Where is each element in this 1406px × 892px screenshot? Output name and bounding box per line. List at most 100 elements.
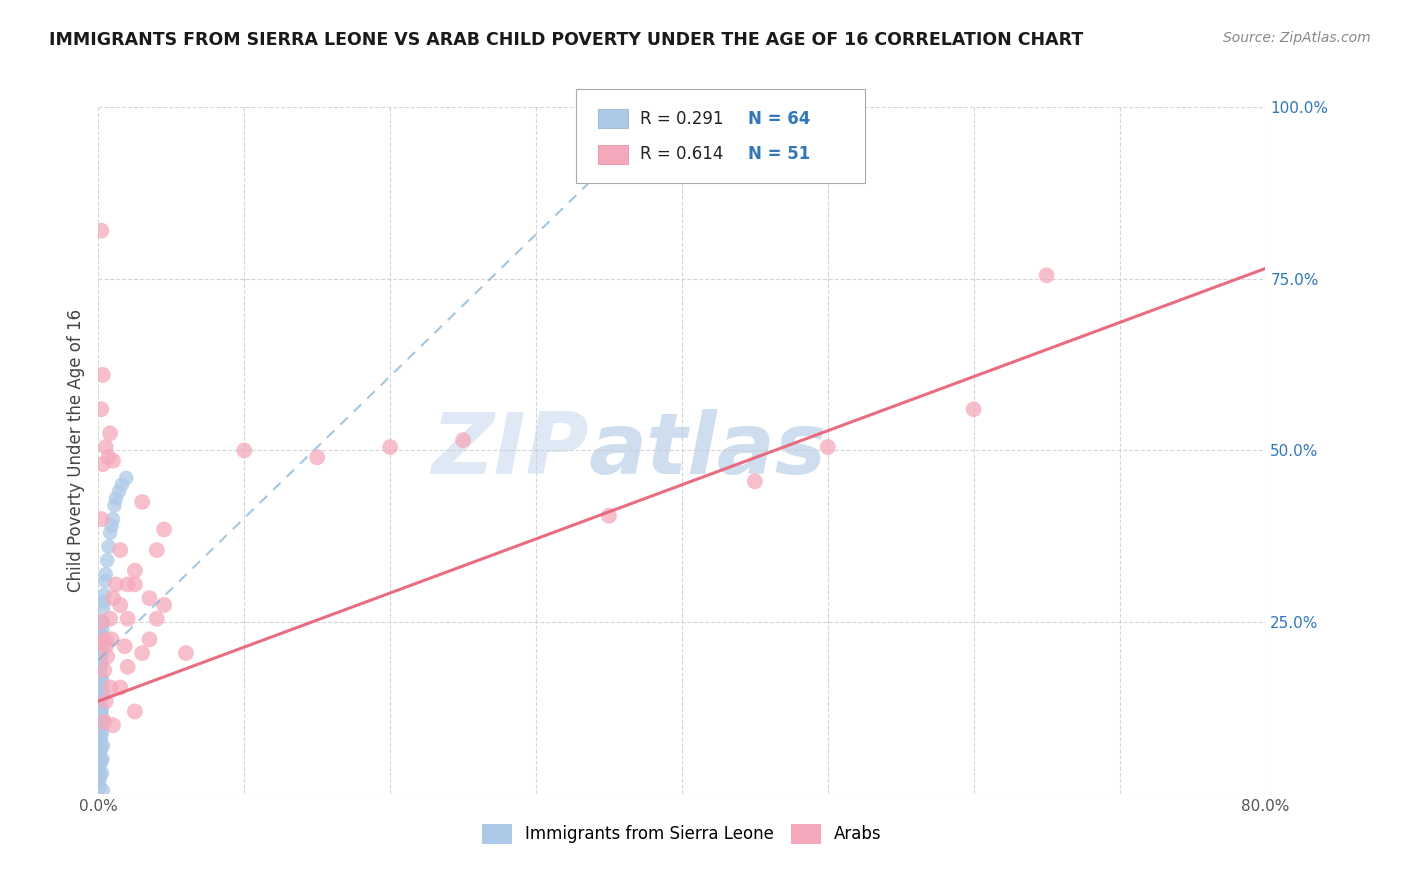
Point — [94, 440, 117, 454]
Point — [174, 646, 197, 660]
Point — [90, 690, 112, 705]
Point — [90, 657, 112, 671]
Point — [117, 577, 139, 591]
Point — [90, 512, 112, 526]
Point — [90, 718, 112, 732]
Point — [90, 739, 112, 753]
Point — [90, 657, 112, 671]
Point — [117, 660, 139, 674]
Text: Source: ZipAtlas.com: Source: ZipAtlas.com — [1223, 31, 1371, 45]
Point — [94, 567, 117, 582]
Point — [100, 519, 122, 533]
Point — [115, 471, 138, 485]
Point — [90, 705, 112, 719]
Point — [97, 540, 120, 554]
Point — [100, 632, 122, 647]
Text: R = 0.291: R = 0.291 — [640, 110, 723, 128]
Point — [91, 601, 114, 615]
Point — [91, 622, 114, 636]
Point — [91, 615, 114, 630]
Point — [744, 475, 766, 489]
Point — [138, 591, 160, 606]
Point — [104, 577, 127, 591]
Point — [91, 629, 114, 643]
Point — [91, 725, 114, 739]
Point — [91, 615, 114, 630]
Legend: Immigrants from Sierra Leone, Arabs: Immigrants from Sierra Leone, Arabs — [475, 817, 889, 851]
Point — [90, 731, 112, 746]
Text: atlas: atlas — [589, 409, 827, 492]
Point — [94, 694, 117, 708]
Point — [91, 368, 114, 382]
Point — [233, 443, 256, 458]
Point — [90, 642, 112, 657]
Point — [114, 639, 136, 653]
Point — [90, 753, 112, 767]
Point — [110, 543, 132, 558]
Point — [138, 632, 160, 647]
Point — [90, 718, 112, 732]
Point — [108, 484, 131, 499]
Point — [307, 450, 329, 465]
Point — [1035, 268, 1057, 283]
Point — [89, 766, 111, 780]
Point — [89, 756, 111, 770]
Point — [94, 574, 117, 588]
Point — [90, 402, 112, 417]
Point — [91, 629, 114, 643]
Point — [90, 729, 112, 743]
Point — [598, 508, 620, 523]
Text: ZIP: ZIP — [430, 409, 589, 492]
Point — [89, 636, 111, 650]
Point — [124, 705, 146, 719]
Point — [89, 731, 111, 746]
Point — [103, 499, 125, 513]
Point — [94, 632, 117, 647]
Point — [89, 780, 111, 794]
Point — [90, 705, 112, 719]
Y-axis label: Child Poverty Under the Age of 16: Child Poverty Under the Age of 16 — [66, 309, 84, 592]
Point — [101, 454, 124, 468]
Point — [91, 673, 114, 688]
Point — [97, 450, 120, 465]
Point — [91, 683, 114, 698]
Point — [96, 553, 118, 567]
Point — [101, 591, 124, 606]
Point — [94, 639, 117, 653]
Point — [90, 636, 112, 650]
Point — [146, 543, 169, 558]
Point — [124, 577, 146, 591]
Point — [451, 433, 474, 447]
Point — [89, 698, 111, 712]
Text: R = 0.614: R = 0.614 — [640, 145, 723, 163]
Point — [380, 440, 402, 454]
Point — [89, 670, 111, 684]
Point — [96, 649, 118, 664]
Point — [89, 711, 111, 725]
Point — [131, 495, 153, 509]
Point — [90, 701, 112, 715]
Point — [89, 725, 111, 739]
Text: IMMIGRANTS FROM SIERRA LEONE VS ARAB CHILD POVERTY UNDER THE AGE OF 16 CORRELATI: IMMIGRANTS FROM SIERRA LEONE VS ARAB CHI… — [49, 31, 1084, 49]
Point — [89, 677, 111, 691]
Point — [98, 525, 121, 540]
Point — [101, 718, 124, 732]
Point — [817, 440, 839, 454]
Point — [91, 783, 114, 797]
Point — [93, 714, 115, 729]
Point — [98, 681, 121, 695]
Point — [90, 224, 112, 238]
Point — [91, 739, 114, 753]
Point — [89, 770, 111, 784]
Point — [101, 512, 124, 526]
Point — [90, 742, 112, 756]
Point — [153, 523, 176, 537]
Point — [146, 612, 169, 626]
Point — [93, 588, 115, 602]
Point — [131, 646, 153, 660]
Point — [90, 615, 112, 630]
Point — [110, 681, 132, 695]
Point — [90, 649, 112, 664]
Point — [117, 612, 139, 626]
Point — [153, 598, 176, 612]
